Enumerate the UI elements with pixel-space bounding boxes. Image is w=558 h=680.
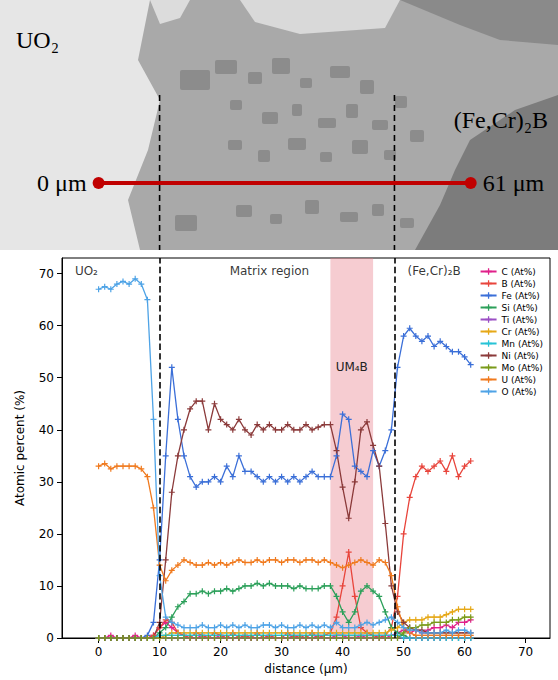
svg-text:40: 40 — [335, 645, 350, 659]
svg-text:UO₂: UO₂ — [16, 27, 59, 53]
svg-text:Mn (At%): Mn (At%) — [502, 339, 543, 349]
svg-text:70: 70 — [39, 267, 54, 281]
svg-text:Ni (At%): Ni (At%) — [502, 351, 539, 361]
svg-text:B (At%): B (At%) — [502, 279, 536, 289]
svg-text:0: 0 — [95, 645, 103, 659]
svg-text:UO₂: UO₂ — [75, 264, 98, 278]
svg-text:30: 30 — [274, 645, 289, 659]
svg-text:(Fe,Cr)₂B: (Fe,Cr)₂B — [454, 107, 548, 133]
svg-text:Ti (At%): Ti (At%) — [501, 315, 538, 325]
svg-text:O (At%): O (At%) — [502, 387, 537, 397]
svg-text:60: 60 — [457, 645, 472, 659]
svg-text:0: 0 — [46, 631, 54, 645]
svg-text:Si (At%): Si (At%) — [502, 303, 538, 313]
svg-text:C (At%): C (At%) — [502, 267, 536, 277]
svg-text:20: 20 — [213, 645, 228, 659]
svg-text:(Fe,Cr)₂B: (Fe,Cr)₂B — [408, 264, 461, 278]
svg-text:0 μm: 0 μm — [37, 170, 87, 196]
svg-text:50: 50 — [396, 645, 411, 659]
svg-text:UM₄B: UM₄B — [336, 360, 368, 374]
svg-text:20: 20 — [39, 527, 54, 541]
svg-text:50: 50 — [39, 371, 54, 385]
svg-text:distance (μm): distance (μm) — [264, 662, 347, 676]
svg-text:Cr (At%): Cr (At%) — [502, 327, 540, 337]
svg-text:30: 30 — [39, 475, 54, 489]
svg-text:10: 10 — [39, 579, 54, 593]
svg-text:U (At%): U (At%) — [502, 375, 537, 385]
svg-text:Matrix region: Matrix region — [230, 264, 310, 278]
svg-text:61 μm: 61 μm — [483, 170, 545, 196]
svg-text:Mo (At%): Mo (At%) — [502, 363, 543, 373]
svg-text:10: 10 — [152, 645, 167, 659]
svg-text:Fe (At%): Fe (At%) — [502, 291, 540, 301]
svg-text:60: 60 — [39, 319, 54, 333]
svg-text:40: 40 — [39, 423, 54, 437]
svg-text:Atomic percent (%): Atomic percent (%) — [13, 390, 27, 506]
svg-text:70: 70 — [518, 645, 533, 659]
